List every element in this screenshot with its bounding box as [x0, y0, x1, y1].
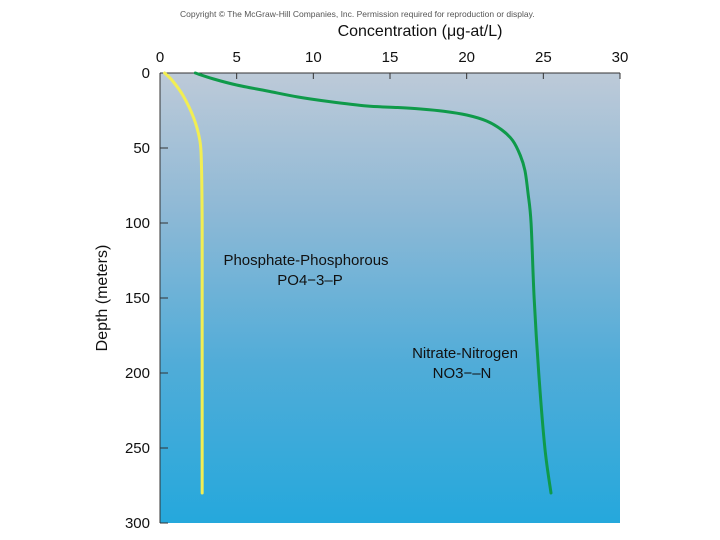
x-tick-label: 15 — [382, 49, 399, 66]
plot-area — [160, 73, 620, 523]
x-tick-label: 30 — [612, 49, 629, 66]
x-tick-label: 10 — [305, 49, 322, 66]
y-tick-label: 0 — [142, 65, 150, 82]
copyright-notice: Copyright © The McGraw-Hill Companies, I… — [180, 9, 535, 19]
y-tick-label: 300 — [125, 515, 150, 532]
x-tick-label: 0 — [156, 49, 164, 66]
y-tick-label: 200 — [125, 365, 150, 382]
y-tick-label: 50 — [133, 140, 150, 157]
y-tick-label: 250 — [125, 440, 150, 457]
y-tick-label: 150 — [125, 290, 150, 307]
series-layer — [163, 71, 553, 495]
x-axis-title: Concentration (μg-at/L) — [338, 23, 503, 40]
y-axis-title: Depth (meters) — [94, 245, 111, 352]
x-tick-label: 5 — [232, 49, 240, 66]
nitrate-series-label: Nitrate-Nitrogen — [412, 345, 518, 362]
x-tick-label: 25 — [535, 49, 552, 66]
nitrate-formula-label: NO3−–N — [433, 365, 492, 382]
nitrate-series-line — [193, 71, 553, 495]
phosphate-formula-label: PO4−3–P — [277, 272, 342, 289]
x-tick-label: 20 — [458, 49, 475, 66]
phosphate-series-line — [163, 71, 204, 495]
phosphate-series-label: Phosphate-Phosphorous — [223, 252, 388, 269]
y-tick-label: 100 — [125, 215, 150, 232]
